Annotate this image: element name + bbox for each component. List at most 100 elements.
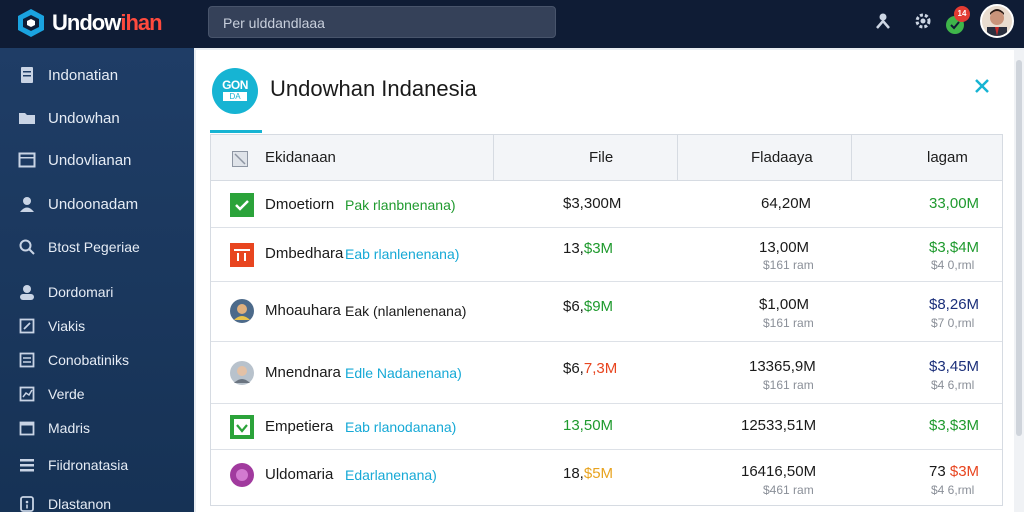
- lagam-value: 73 $3M: [929, 463, 979, 480]
- file-value-suffix: 7,3M: [583, 360, 618, 377]
- table-row[interactable]: Dmbedhara Eab rlanlenenana) 13,$3M 13,00…: [211, 228, 1002, 282]
- column-header[interactable]: Fladaaya: [751, 149, 813, 166]
- sidebar-item-fiidronatasia[interactable]: Fiidronatasia: [0, 450, 194, 480]
- file-value: $3,300M: [563, 195, 622, 212]
- sidebar-item-label: Dlastanon: [48, 496, 112, 512]
- sidebar-item-dlastanon[interactable]: Dlastanon: [0, 489, 194, 512]
- sidebar-item-madris[interactable]: Madris: [0, 413, 194, 443]
- contacts-icon: [19, 352, 35, 368]
- row-name[interactable]: Dmbedhara: [265, 245, 344, 262]
- sidebar-item-label: Undowhan: [48, 110, 120, 127]
- fladaaya-value: 13365,9M: [749, 358, 816, 375]
- row-name[interactable]: Mnendnara: [265, 364, 341, 381]
- lagam-value: $3,$4M: [929, 239, 980, 256]
- select-all-checkbox-icon[interactable]: [231, 150, 249, 168]
- row-name[interactable]: Dmoetiorn: [265, 196, 335, 213]
- window-icon: [18, 152, 36, 168]
- sidebar-item-label: Conobatiniks: [48, 352, 129, 368]
- info-icon: [20, 496, 34, 512]
- file-value: $6,$9M: [563, 298, 613, 315]
- row-description: Eak (nlanlenenana): [345, 303, 467, 319]
- edit-icon: [19, 318, 35, 334]
- circle-icon: [230, 463, 254, 487]
- row-name[interactable]: Empetiera: [265, 418, 334, 435]
- user-avatar[interactable]: [980, 4, 1014, 38]
- scrollbar-thumb[interactable]: [1016, 60, 1022, 436]
- fladaaya-value: $1,00M: [759, 296, 810, 313]
- column-header[interactable]: lagam: [927, 149, 968, 166]
- fladaaya-subvalue: $461 ram: [763, 483, 814, 497]
- badge-top-text: GON: [222, 78, 248, 92]
- list-icon: [20, 459, 34, 472]
- sidebar-item-viakis[interactable]: Viakis: [0, 311, 194, 341]
- badge-bottom-text: DA: [223, 92, 247, 101]
- person-photo-icon: [230, 299, 254, 323]
- file-value: 13,$3M: [563, 240, 613, 257]
- sidebar-item-conobatiniks[interactable]: Conobatiniks: [0, 345, 194, 375]
- column-divider: [677, 135, 678, 181]
- column-divider: [851, 135, 852, 181]
- column-header[interactable]: File: [589, 149, 614, 166]
- sidebar-item-label: Btost Pegeriae: [48, 239, 140, 255]
- chart-icon: [19, 386, 35, 402]
- row-description: Pak rlanbnenana): [345, 197, 456, 213]
- user-icon: [20, 197, 34, 212]
- table-row[interactable]: Mhoauhara Eak (nlanlenenana) $6,$9M $1,0…: [211, 282, 1002, 342]
- notification-badge: 14: [954, 6, 970, 22]
- app-logo-icon: [18, 9, 44, 37]
- document-icon: [21, 67, 33, 83]
- table-header: Ekidanaan File Fladaaya lagam: [211, 135, 1002, 181]
- file-value-suffix: $5M: [583, 465, 614, 482]
- person-icon[interactable]: [872, 10, 894, 32]
- fladaaya-subvalue: $161 ram: [763, 378, 814, 392]
- row-name[interactable]: Uldomaria: [265, 466, 334, 483]
- sidebar-item-label: Undovlianan: [48, 152, 132, 169]
- sidebar-item-verde[interactable]: Verde: [0, 379, 194, 409]
- app-brand[interactable]: Undowihan: [52, 10, 163, 35]
- sidebar-item-indonatian[interactable]: Indonatian: [0, 60, 194, 90]
- fladaaya-subvalue: $161 ram: [763, 316, 814, 330]
- active-tab-indicator: [210, 130, 262, 133]
- file-value-suffix: $9M: [583, 298, 614, 315]
- row-description: Edarlanenana): [345, 467, 437, 483]
- row-description: Eab rlanlenenana): [345, 246, 460, 262]
- panel-badge: GON DA: [212, 68, 258, 114]
- flag-icon: [230, 243, 254, 267]
- table-row[interactable]: Mnendnara Edle Nadanenana) $6,7,3M 13365…: [211, 342, 1002, 404]
- close-icon[interactable]: [970, 74, 994, 98]
- lagam-value: 33,00M: [929, 195, 980, 212]
- lagam-value-suffix: $3M: [949, 463, 980, 480]
- table-row[interactable]: Dmoetiorn Pak rlanbnenana) $3,300M 64,20…: [211, 181, 1002, 228]
- sidebar-item-btost-pegeriae[interactable]: Btost Pegeriae: [0, 232, 194, 262]
- lagam-subvalue: $7 0,rml: [931, 316, 975, 330]
- lagam-subvalue: $4 6,rml: [931, 378, 975, 392]
- lagam-value: $3,$3M: [929, 417, 980, 434]
- fladaaya-value: 13,00M: [759, 239, 810, 256]
- file-value: 18,$5M: [563, 465, 613, 482]
- sidebar-item-undoonadam[interactable]: Undoonadam: [0, 189, 194, 219]
- checkmark-icon: [230, 415, 254, 439]
- lagam-value: $8,26M: [929, 296, 980, 313]
- sidebar-item-undovlianan[interactable]: Undovlianan: [0, 145, 194, 175]
- search-input[interactable]: Per ulddandlaaa: [208, 6, 556, 38]
- file-value-suffix: $3M: [583, 240, 614, 257]
- folder-icon: [19, 113, 35, 124]
- sidebar-item-dordomari[interactable]: Dordomari: [0, 277, 194, 307]
- calendar-icon: [19, 421, 35, 436]
- avatar-photo-icon: [982, 6, 1012, 36]
- lagam-subvalue: $4 6,rml: [931, 483, 975, 497]
- table-row[interactable]: Uldomaria Edarlanenana) 18,$5M 16416,50M…: [211, 450, 1002, 505]
- sidebar-item-label: Undoonadam: [48, 196, 139, 213]
- sidebar: Indonatian Undowhan Undovlianan Undoonad…: [0, 48, 194, 512]
- settings-icon[interactable]: [912, 10, 934, 32]
- sidebar-item-undowhan[interactable]: Undowhan: [0, 103, 194, 133]
- data-table: Ekidanaan File Fladaaya lagam Dmoetiorn …: [210, 134, 1003, 506]
- file-value-prefix: $6,: [563, 360, 584, 377]
- person-photo-icon: [230, 361, 254, 385]
- fladaaya-value: 64,20M: [761, 195, 812, 212]
- column-header[interactable]: Ekidanaan: [265, 149, 336, 166]
- lagam-subvalue: $4 0,rml: [931, 258, 975, 272]
- row-name[interactable]: Mhoauhara: [265, 302, 341, 319]
- fladaaya-value: 12533,51M: [741, 417, 817, 434]
- table-row[interactable]: Empetiera Eab rlanodanana) 13,50M 12533,…: [211, 404, 1002, 450]
